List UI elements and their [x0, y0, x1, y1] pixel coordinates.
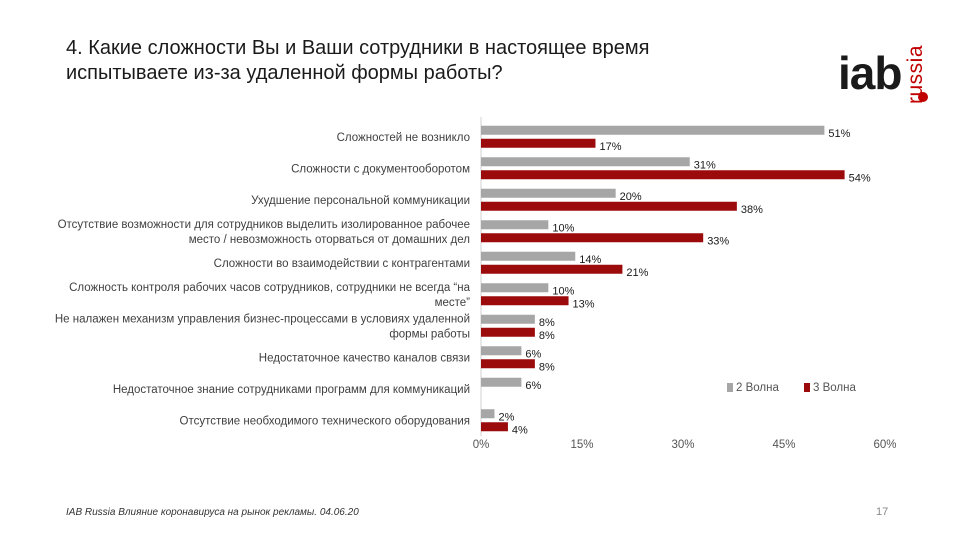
category-label: Сложностей не возникло	[337, 132, 470, 144]
data-label: 33%	[707, 235, 729, 247]
data-label: 10%	[552, 285, 574, 297]
data-label: 2%	[498, 411, 514, 423]
category-label: месте”	[435, 297, 471, 309]
data-label: 31%	[694, 159, 716, 171]
legend-swatch-wave3	[804, 383, 810, 392]
data-label: 8%	[539, 330, 555, 342]
bar-wave2	[481, 220, 549, 230]
x-tick-label: 30%	[671, 439, 694, 451]
category-label: Сложности во взаимодействии с контрагент…	[214, 258, 470, 270]
data-label: 38%	[741, 204, 763, 216]
legend-label: 3 Волна	[813, 382, 856, 394]
bar-wave2	[481, 377, 522, 387]
iab-russia-logo: iab russia	[838, 18, 938, 104]
category-label: Отсутствие необходимого технического обо…	[180, 415, 470, 427]
footer-source: IAB Russia Влияние коронавируса на рынок…	[66, 507, 359, 518]
x-tick-label: 60%	[873, 439, 896, 451]
bar-wave2	[481, 283, 549, 293]
bar-wave3	[481, 264, 623, 274]
bar-wave3	[481, 422, 508, 432]
category-label: Недостаточное качество каналов связи	[259, 352, 470, 364]
data-label: 6%	[525, 380, 541, 392]
page-number: 17	[876, 506, 889, 518]
data-label: 8%	[539, 361, 555, 373]
data-label: 13%	[573, 298, 595, 310]
bar-wave3	[481, 296, 569, 306]
bar-wave3	[481, 327, 535, 337]
bar-wave3	[481, 138, 596, 148]
data-label: 21%	[626, 267, 648, 279]
data-label: 10%	[552, 222, 574, 234]
bar-wave2	[481, 188, 616, 198]
category-label: Сложность контроля рабочих часов сотрудн…	[69, 282, 470, 294]
x-tick-label: 0%	[473, 439, 490, 451]
legend-label: 2 Волна	[736, 382, 779, 394]
bar-wave3	[481, 170, 845, 180]
data-label: 8%	[539, 317, 555, 329]
data-label: 6%	[525, 348, 541, 360]
category-label: Сложности с документооборотом	[291, 163, 470, 175]
category-label: Не налажен механизм управления бизнес-пр…	[55, 313, 470, 325]
data-label: 14%	[579, 254, 601, 266]
data-label: 54%	[849, 172, 871, 184]
data-label: 4%	[512, 424, 528, 436]
bar-wave2	[481, 251, 576, 261]
category-label: Отсутствие возможности для сотрудников в…	[58, 219, 470, 231]
data-label: 51%	[828, 128, 850, 140]
category-label: место / невозможность оторваться от дома…	[189, 234, 470, 246]
data-label: 20%	[620, 191, 642, 203]
bar-wave2	[481, 125, 825, 135]
x-tick-label: 15%	[570, 439, 593, 451]
bar-wave2	[481, 314, 535, 324]
bar-wave3	[481, 201, 737, 211]
slide-title: 4. Какие сложности Вы и Ваши сотрудники …	[66, 37, 650, 84]
bar-wave2	[481, 409, 495, 419]
category-label: Недостаточное знание сотрудниками програ…	[113, 384, 470, 396]
bar-wave2	[481, 346, 522, 356]
bar-wave3	[481, 359, 535, 369]
bar-wave2	[481, 157, 690, 167]
logo-dot	[918, 92, 928, 102]
legend-swatch-wave2	[727, 383, 733, 392]
category-label: формы работы	[389, 328, 470, 340]
bar-wave3	[481, 233, 704, 243]
data-label: 17%	[599, 141, 621, 153]
x-tick-label: 45%	[772, 439, 795, 451]
category-label: Ухудшение персональной коммуникации	[251, 195, 470, 207]
logo-brand: iab	[838, 47, 902, 99]
